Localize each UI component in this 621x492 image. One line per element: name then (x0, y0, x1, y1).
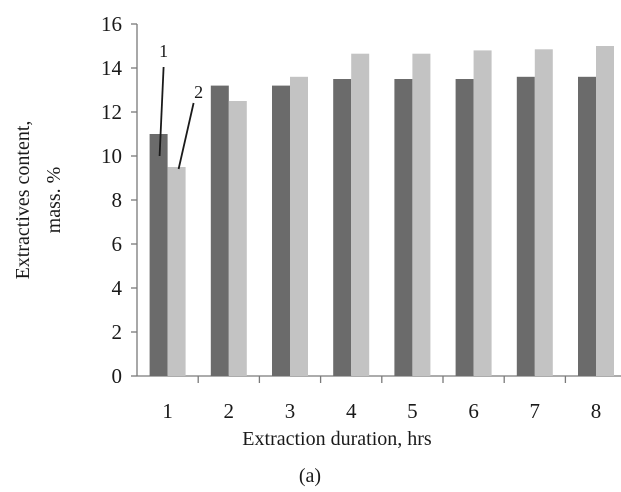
x-axis-title: Extraction duration, hrs (242, 428, 432, 450)
bar-series-1 (272, 85, 290, 376)
bar-series-2 (596, 46, 614, 376)
y-tick-label: 0 (112, 364, 123, 388)
bar-series (149, 46, 614, 377)
x-tick-label: 8 (591, 399, 602, 423)
y-tick-label: 6 (112, 232, 123, 256)
x-tick-label: 5 (407, 399, 418, 423)
y-axis-title-line-2: mass. % (43, 167, 65, 234)
y-tick-label: 8 (112, 188, 123, 212)
bar-series-1 (578, 76, 596, 377)
bar-series-1 (210, 85, 229, 376)
series-callouts: 12 (158, 41, 203, 170)
bar-series-2 (534, 49, 553, 377)
bar-series-2 (290, 76, 308, 377)
y-axis-title-line-1: Extractives content, (12, 121, 34, 280)
bar-series-2 (351, 53, 370, 376)
y-tick-label: 10 (101, 144, 122, 168)
bar-series-1 (516, 76, 535, 377)
panel-label: (a) (299, 465, 321, 487)
bar-series-2 (228, 101, 247, 376)
y-tick-label: 16 (101, 12, 122, 36)
callout-line-1 (158, 66, 165, 157)
x-tick-label: 6 (468, 399, 479, 423)
bar-series-1 (333, 79, 352, 376)
bar-series-1 (149, 134, 168, 376)
x-tick-label: 4 (346, 399, 357, 423)
bar-series-2 (167, 167, 186, 376)
bar-series-1 (455, 79, 474, 376)
x-tick-label: 1 (162, 399, 173, 423)
bar-series-1 (394, 79, 413, 376)
y-axis-ticks: 0 2 4 6 8 10 12 14 16 (101, 12, 137, 388)
bar-series-2 (412, 53, 431, 376)
callout-line-2 (177, 102, 195, 170)
y-tick-label: 14 (101, 56, 123, 80)
x-tick-label: 7 (530, 399, 541, 423)
series-label-2: 2 (194, 82, 203, 102)
bar-series-2 (473, 50, 492, 377)
x-tick-label: 2 (224, 399, 235, 423)
series-label-1: 1 (159, 41, 168, 61)
x-axis-ticks: 1 2 3 4 5 6 7 8 (162, 376, 602, 423)
y-tick-label: 12 (101, 100, 122, 124)
x-tick-label: 3 (285, 399, 296, 423)
y-tick-label: 4 (112, 276, 123, 300)
y-tick-label: 2 (112, 320, 123, 344)
